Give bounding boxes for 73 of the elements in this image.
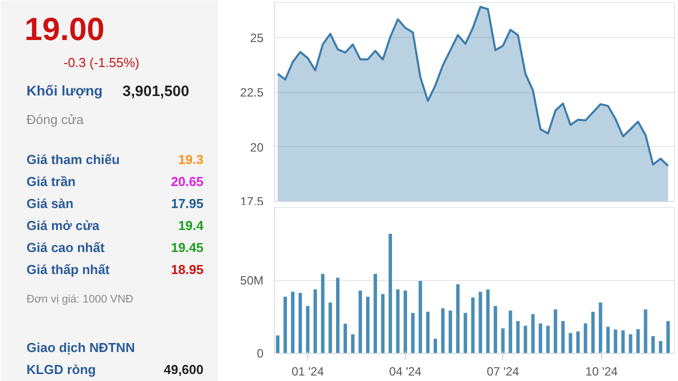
bar xyxy=(374,274,378,354)
text: 3,901,500 xyxy=(122,83,190,100)
bar xyxy=(531,314,535,354)
bar xyxy=(388,234,392,354)
bar xyxy=(358,290,362,354)
bar xyxy=(418,280,422,354)
text: Giá thấp nhất xyxy=(26,262,110,277)
bar xyxy=(456,284,460,354)
bar xyxy=(366,296,370,354)
bar xyxy=(291,292,294,354)
text: 18.95 xyxy=(170,262,204,277)
bar xyxy=(448,310,452,354)
bar xyxy=(336,278,340,354)
bar xyxy=(524,326,528,354)
text: Giá sàn xyxy=(26,196,74,211)
bar xyxy=(396,289,400,354)
bar xyxy=(666,321,670,354)
bar xyxy=(426,312,430,354)
bar xyxy=(276,335,280,354)
bar xyxy=(516,321,520,354)
bar xyxy=(351,334,354,354)
bar xyxy=(434,338,438,354)
y-tick-label: 22.5 xyxy=(240,86,264,100)
text: Giá tham chiếu xyxy=(26,152,120,167)
bar xyxy=(441,308,445,354)
x-tick-label: 07 '24 xyxy=(486,364,520,378)
text: 49,600 xyxy=(164,362,204,377)
bar xyxy=(644,309,648,354)
y-tick-label: 25 xyxy=(250,30,264,45)
x-tick-label: 10 '24 xyxy=(585,364,618,378)
x-tick-label: 01 '24 xyxy=(292,364,324,378)
bar xyxy=(546,326,550,354)
bar xyxy=(314,289,317,354)
y-tick-label: 20 xyxy=(250,140,264,154)
text: 20.65 xyxy=(170,174,204,189)
bar xyxy=(538,323,542,354)
bar xyxy=(494,306,498,354)
y-tick-label: 0 xyxy=(256,346,264,360)
text: Đơn vị giá: 1000 VNĐ xyxy=(26,294,134,306)
bar xyxy=(321,274,324,354)
bar xyxy=(344,324,347,354)
text: Giá trần xyxy=(26,174,76,189)
bar xyxy=(651,336,655,354)
bar xyxy=(554,309,558,354)
bar xyxy=(284,296,287,354)
text: Khối lượng xyxy=(26,82,103,98)
bar xyxy=(404,290,408,354)
text: 19.4 xyxy=(178,218,204,233)
bar xyxy=(508,310,512,354)
x-tick-label: 04 '24 xyxy=(389,364,422,378)
bar xyxy=(381,294,385,354)
text: KLGD ròng xyxy=(26,362,96,377)
bar xyxy=(486,289,490,354)
bar xyxy=(636,329,640,354)
bar xyxy=(464,312,468,354)
text: Giao dịch NĐTNN xyxy=(26,340,135,355)
y-tick-label: 50M xyxy=(240,274,264,288)
text: Giá mở cửa xyxy=(26,218,100,233)
bar xyxy=(306,306,310,354)
text: -0.3 (-1.55%) xyxy=(64,55,140,70)
bar xyxy=(471,297,475,354)
bar xyxy=(478,292,482,354)
bar xyxy=(328,302,332,354)
text: Giá cao nhất xyxy=(26,240,106,255)
bar xyxy=(658,341,662,354)
text: 19.45 xyxy=(170,240,204,255)
bar xyxy=(298,292,302,354)
text: Đóng cửa xyxy=(26,112,84,127)
bar xyxy=(501,328,505,354)
text: 19.3 xyxy=(178,152,204,167)
bar xyxy=(411,312,415,354)
text: 17.95 xyxy=(170,196,204,211)
text: 19.00 xyxy=(24,11,105,47)
